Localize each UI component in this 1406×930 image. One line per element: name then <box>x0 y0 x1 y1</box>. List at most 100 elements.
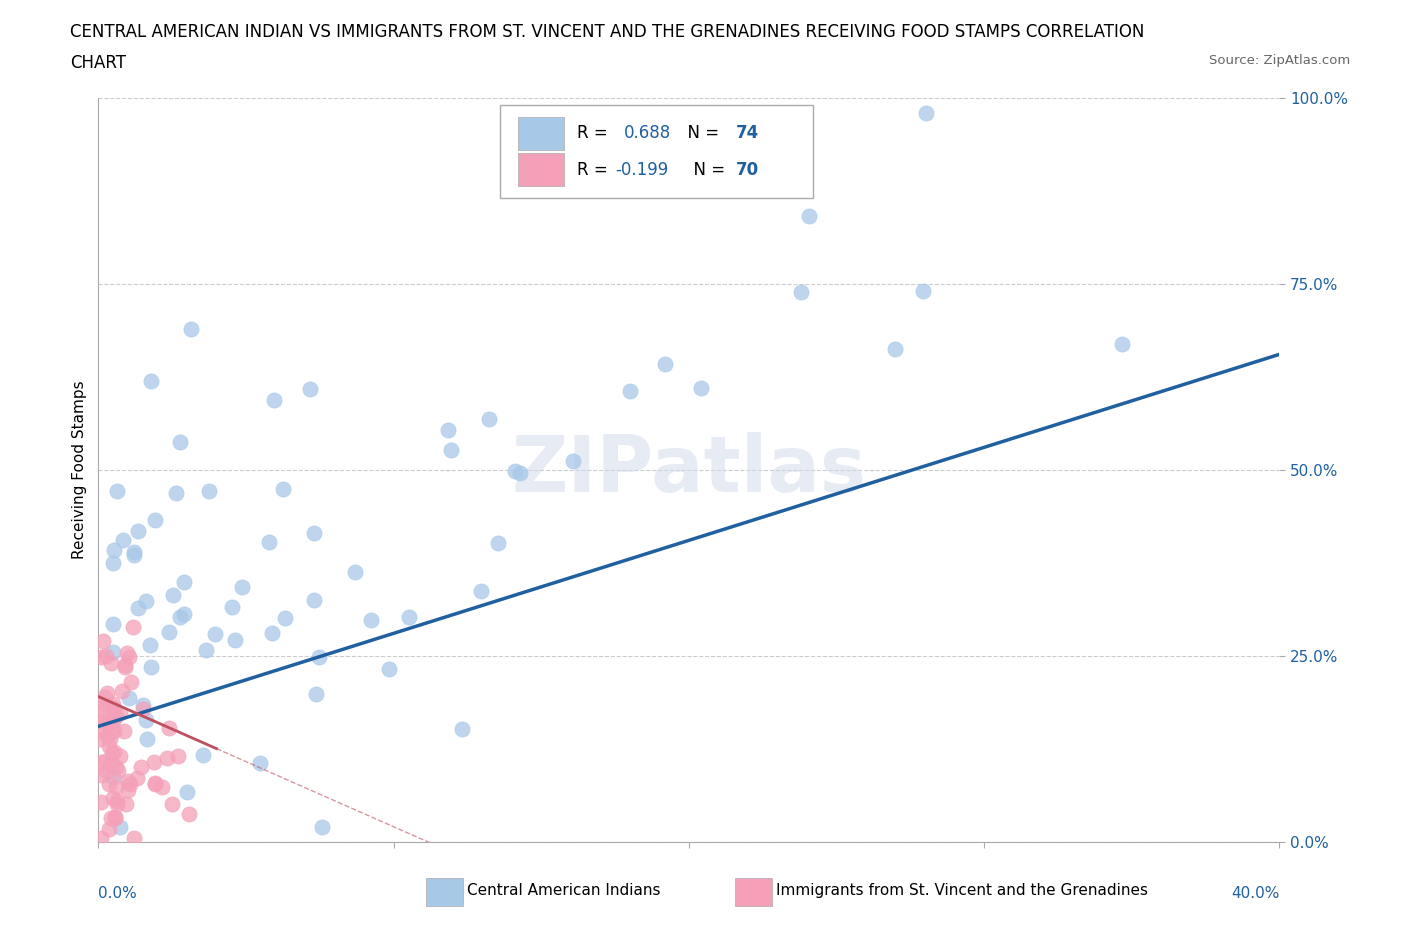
Text: 0.0%: 0.0% <box>98 886 138 901</box>
Point <box>257 535 280 550</box>
Point <box>112 724 135 738</box>
Point <box>135 593 157 608</box>
Point <box>93 715 115 730</box>
Text: 74: 74 <box>737 125 759 142</box>
Point <box>115 645 138 660</box>
Point <box>360 612 382 627</box>
Point <box>143 777 166 791</box>
Point <box>437 422 460 437</box>
Point <box>90 696 112 711</box>
Point <box>101 745 124 760</box>
Point <box>173 606 195 621</box>
Point <box>103 724 125 738</box>
Point <box>311 819 333 834</box>
Point <box>90 830 112 845</box>
Point <box>98 732 121 747</box>
Point <box>93 711 115 725</box>
Text: N =: N = <box>678 125 724 142</box>
Point <box>90 649 112 664</box>
Point <box>105 796 128 811</box>
Text: N =: N = <box>683 161 730 179</box>
Text: R =: R = <box>576 125 619 142</box>
Text: 40.0%: 40.0% <box>1232 886 1279 901</box>
Point <box>101 790 124 805</box>
Text: 0.688: 0.688 <box>624 125 671 142</box>
Point <box>180 322 202 337</box>
Point <box>509 466 531 481</box>
Point <box>97 715 120 730</box>
Point <box>90 754 112 769</box>
Point <box>224 632 246 647</box>
Point <box>271 481 294 496</box>
Point <box>654 357 676 372</box>
Text: CENTRAL AMERICAN INDIAN VS IMMIGRANTS FROM ST. VINCENT AND THE GRENADINES RECEIV: CENTRAL AMERICAN INDIAN VS IMMIGRANTS FR… <box>70 23 1144 41</box>
Point <box>260 626 283 641</box>
Point <box>689 380 711 395</box>
Point <box>160 797 183 812</box>
Point <box>114 797 136 812</box>
Point <box>162 588 184 603</box>
Point <box>118 650 141 665</box>
Point <box>198 484 221 498</box>
Point <box>100 722 122 737</box>
Point <box>111 532 134 547</box>
Point <box>156 751 179 765</box>
Point <box>173 575 195 590</box>
Point <box>195 643 218 658</box>
Point <box>131 698 153 712</box>
Point <box>157 624 180 639</box>
FancyBboxPatch shape <box>501 105 813 198</box>
Point <box>108 706 131 721</box>
Point <box>169 609 191 624</box>
Point <box>90 732 112 747</box>
Point <box>114 658 136 672</box>
Point <box>165 485 187 500</box>
Point <box>176 785 198 800</box>
Point <box>127 524 149 538</box>
Point <box>107 764 129 778</box>
Point <box>114 659 136 674</box>
Point <box>122 544 145 559</box>
Point <box>103 701 125 716</box>
Point <box>93 702 115 717</box>
Point <box>90 768 112 783</box>
Point <box>117 782 139 797</box>
Point <box>104 709 127 724</box>
Point <box>103 769 125 784</box>
Point <box>191 748 214 763</box>
Y-axis label: Receiving Food Stamps: Receiving Food Stamps <box>72 380 87 559</box>
Point <box>169 434 191 449</box>
Point <box>562 454 585 469</box>
Point <box>486 536 509 551</box>
Point <box>101 697 124 711</box>
Point <box>131 760 153 775</box>
Point <box>120 777 142 791</box>
Point <box>470 584 492 599</box>
Text: R =: R = <box>576 161 613 179</box>
Point <box>143 755 166 770</box>
Point <box>98 822 121 837</box>
Point <box>90 794 112 809</box>
Point <box>231 579 253 594</box>
Point <box>104 779 127 794</box>
Point <box>100 811 122 826</box>
Point <box>94 764 117 778</box>
Point <box>103 617 125 631</box>
Point <box>139 637 162 652</box>
Point <box>177 806 200 821</box>
Point <box>103 555 125 570</box>
Text: Immigrants from St. Vincent and the Grenadines: Immigrants from St. Vincent and the Gren… <box>776 884 1149 898</box>
Point <box>503 464 526 479</box>
Point <box>96 729 118 744</box>
Point <box>100 756 122 771</box>
Point <box>135 731 157 746</box>
Point <box>91 634 114 649</box>
Point <box>308 649 330 664</box>
Point <box>398 610 420 625</box>
Point <box>117 774 139 789</box>
Point <box>249 755 271 770</box>
Point <box>90 723 112 737</box>
Point <box>912 284 935 299</box>
Point <box>302 525 325 540</box>
Point <box>103 542 125 557</box>
